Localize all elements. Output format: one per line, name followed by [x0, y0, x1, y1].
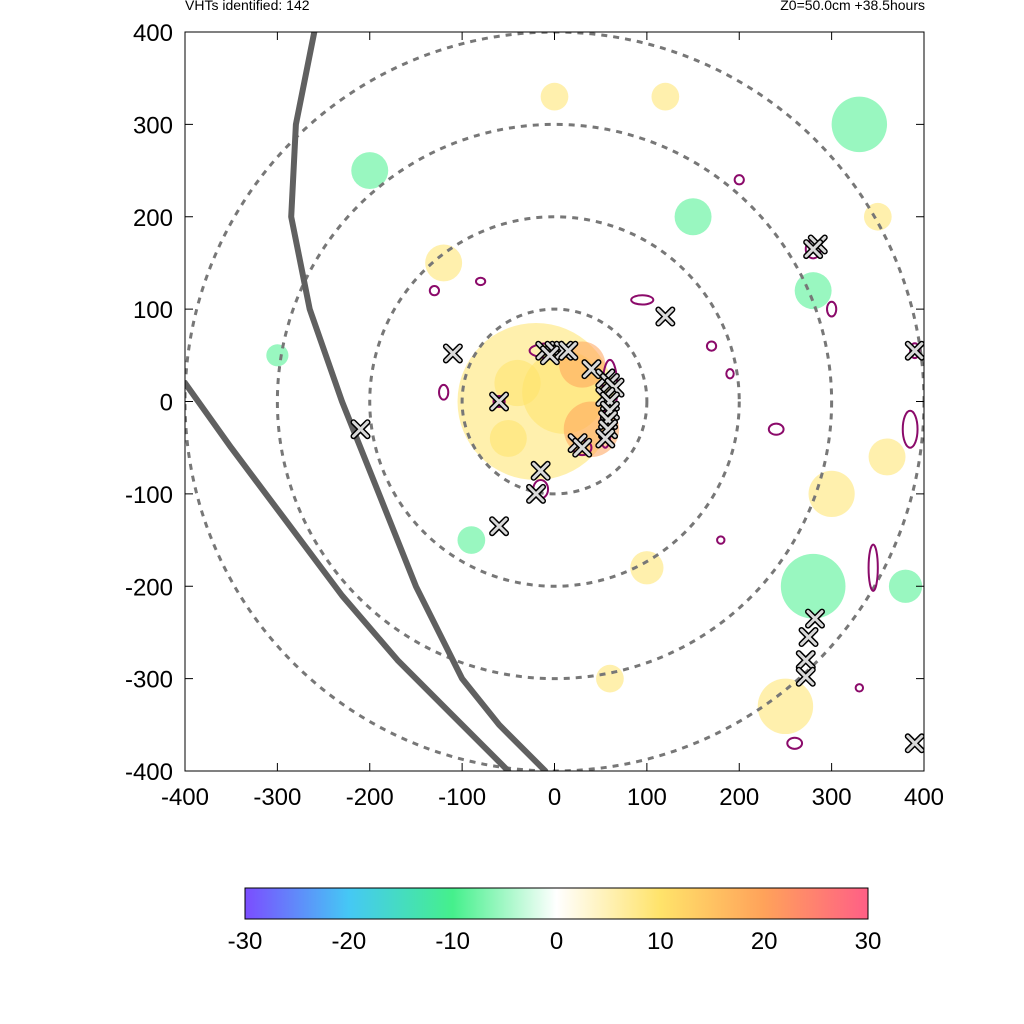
vht-count-label: VHTs identified: 142	[185, 0, 310, 13]
vht-marker	[795, 650, 816, 671]
x-tick-label: 200	[719, 784, 759, 811]
vht-marker	[350, 419, 371, 440]
range-ring	[275, 122, 834, 681]
field-patch	[351, 152, 389, 190]
y-tick-label: -200	[125, 574, 173, 601]
y-tick-label: -100	[125, 482, 173, 509]
vht-marker	[798, 627, 819, 648]
field-patch	[831, 96, 888, 153]
track-line	[185, 380, 512, 771]
y-tick-label: -300	[125, 667, 173, 694]
y-tick-label: 300	[133, 112, 173, 139]
vht-marker	[655, 306, 676, 327]
field-patch	[674, 198, 712, 236]
contour	[826, 300, 838, 318]
vht-marker	[795, 666, 816, 687]
field-patch	[863, 202, 892, 231]
contour	[716, 535, 726, 545]
contour	[767, 422, 785, 436]
contour	[901, 409, 919, 449]
x-tick-label: -400	[161, 784, 209, 811]
vht-marker	[595, 428, 616, 449]
field-patch	[794, 272, 832, 310]
vht-marker	[572, 437, 593, 458]
track-line	[288, 32, 549, 771]
vht-marker	[581, 359, 602, 380]
contour	[867, 543, 879, 592]
vht-marker	[904, 733, 924, 754]
vht-marker	[489, 391, 510, 412]
contour	[438, 383, 450, 401]
field-patch	[457, 526, 486, 554]
contour	[492, 394, 506, 409]
vht-marker	[539, 345, 560, 366]
field-patch	[630, 551, 664, 585]
contour	[733, 174, 745, 186]
field-patch	[888, 569, 923, 603]
field-patch	[757, 678, 814, 735]
vht-marker	[904, 340, 924, 361]
colorbar-tick-label: 20	[751, 928, 778, 955]
vht-marker	[804, 608, 825, 629]
x-tick-label: 100	[627, 784, 667, 811]
contour	[705, 340, 718, 352]
plot-area	[185, 32, 924, 771]
vht-marker	[558, 340, 579, 361]
y-tick-label: -400	[125, 759, 173, 786]
y-tick-label: 400	[133, 20, 173, 47]
axes: -400 -300 -200 -100 0 100 200 300 400 -400 -300 -20…	[125, 20, 944, 811]
x-tick-label: 400	[904, 784, 944, 811]
x-tick-label: -200	[346, 784, 394, 811]
vht-marker	[803, 239, 824, 260]
colorbar-tick-label: -30	[228, 928, 263, 955]
field-patch	[868, 438, 906, 476]
colorbar: -30 -20 -10 0 10 20 30	[228, 887, 882, 955]
vht-marker	[526, 483, 547, 504]
y-tick-label: 200	[133, 205, 173, 232]
level-time-label: Z0=50.0cm +38.5hours	[780, 0, 925, 13]
field-patch	[266, 344, 289, 367]
contour	[725, 368, 735, 380]
contour	[630, 294, 655, 306]
x-tick-label: -300	[253, 784, 301, 811]
x-tick-label: -100	[438, 784, 486, 811]
vht-marker	[442, 343, 463, 364]
vht-marker	[489, 516, 510, 537]
contour	[909, 342, 921, 360]
vht-marker	[553, 340, 574, 361]
colorbar-tick-label: 30	[855, 928, 882, 955]
x-tick-label: 300	[812, 784, 852, 811]
colorbar-tick-label: -10	[435, 928, 470, 955]
contour	[474, 276, 487, 287]
colorbar-tick-label: -20	[331, 928, 366, 955]
field-patch	[425, 244, 463, 282]
field-patch	[808, 470, 855, 517]
field-patch	[780, 553, 846, 619]
colorbar-tick-label: 0	[550, 928, 563, 955]
y-tick-label: 100	[133, 297, 173, 324]
y-tick-label: 0	[160, 390, 173, 417]
contour	[786, 736, 804, 750]
colorbar-gradient	[244, 887, 869, 920]
field-patch	[540, 82, 569, 111]
colorbar-tick-label: 10	[647, 928, 674, 955]
contour	[428, 285, 441, 297]
x-tick-label: 0	[548, 784, 561, 811]
range-ring	[368, 215, 741, 588]
field-patch	[651, 82, 680, 111]
range-ring	[460, 307, 649, 496]
field-patch	[596, 664, 624, 693]
contour	[854, 683, 865, 693]
field-patch	[489, 419, 527, 457]
vht-marker	[530, 460, 551, 481]
